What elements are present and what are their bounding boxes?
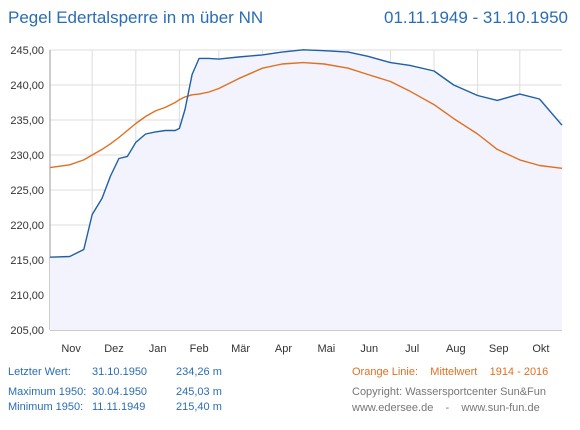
stat-date: 30.04.1950	[92, 386, 148, 398]
water-level-chart: 205,00 210,00 215,00 220,00 225,00 230,00 235,…	[10, 45, 563, 355]
y-tick-label: 205,00	[10, 325, 44, 337]
x-tick-label: Feb	[190, 343, 209, 355]
y-tick-label: 240,00	[10, 80, 44, 92]
stat-label: Letzter Wert:	[8, 366, 71, 378]
stat-date: 11.11.1949	[92, 401, 146, 413]
y-tick-label: 235,00	[10, 115, 44, 127]
x-tick-label: Nov	[61, 343, 81, 355]
x-tick-label: Dez	[104, 343, 124, 355]
legend-years: 1914 - 2016	[489, 366, 549, 378]
y-tick-label: 210,00	[10, 290, 44, 302]
x-tick-label: Mär	[231, 343, 250, 355]
y-tick-label: 220,00	[10, 220, 44, 232]
x-tick-label: Aug	[446, 343, 466, 355]
legend-desc: Mittelwert	[430, 366, 478, 378]
stat-label: Maximum 1950:	[8, 386, 87, 398]
chart-title: Pegel Edertalsperre in m über NN	[8, 8, 264, 27]
legend-mean: Orange Linie: Mittelwert 1914 - 2016	[352, 366, 548, 378]
stat-label: Minimum 1950:	[8, 401, 84, 413]
x-tick-label: Jun	[360, 343, 378, 355]
x-tick-label: Okt	[532, 343, 549, 355]
y-tick-label: 245,00	[10, 45, 44, 57]
legend-label: Orange Linie:	[352, 366, 419, 378]
x-tick-label: Mai	[318, 343, 336, 355]
stat-value: 234,26 m	[176, 366, 222, 378]
x-tick-label: Apr	[275, 343, 292, 355]
x-tick-label: Sep	[489, 343, 509, 355]
date-range: 01.11.1949 - 31.10.1950	[383, 8, 568, 27]
y-tick-label: 225,00	[10, 185, 44, 197]
y-tick-label: 230,00	[10, 150, 44, 162]
y-tick-label: 215,00	[10, 255, 44, 267]
website-links: www.edersee.de - www.sun-fun.de	[352, 402, 540, 414]
mean-level-line	[49, 61, 563, 169]
level-area-fill	[50, 49, 562, 330]
stat-date: 31.10.1950	[92, 366, 148, 378]
copyright-line: Copyright: Wassersportcenter Sun&Fun	[352, 386, 547, 398]
x-tick-label: Jan	[149, 343, 167, 355]
x-tick-label: Jul	[405, 343, 419, 355]
water-level-line	[49, 49, 563, 258]
stat-value: 215,40 m	[176, 401, 222, 413]
stat-value: 245,03 m	[176, 386, 222, 398]
